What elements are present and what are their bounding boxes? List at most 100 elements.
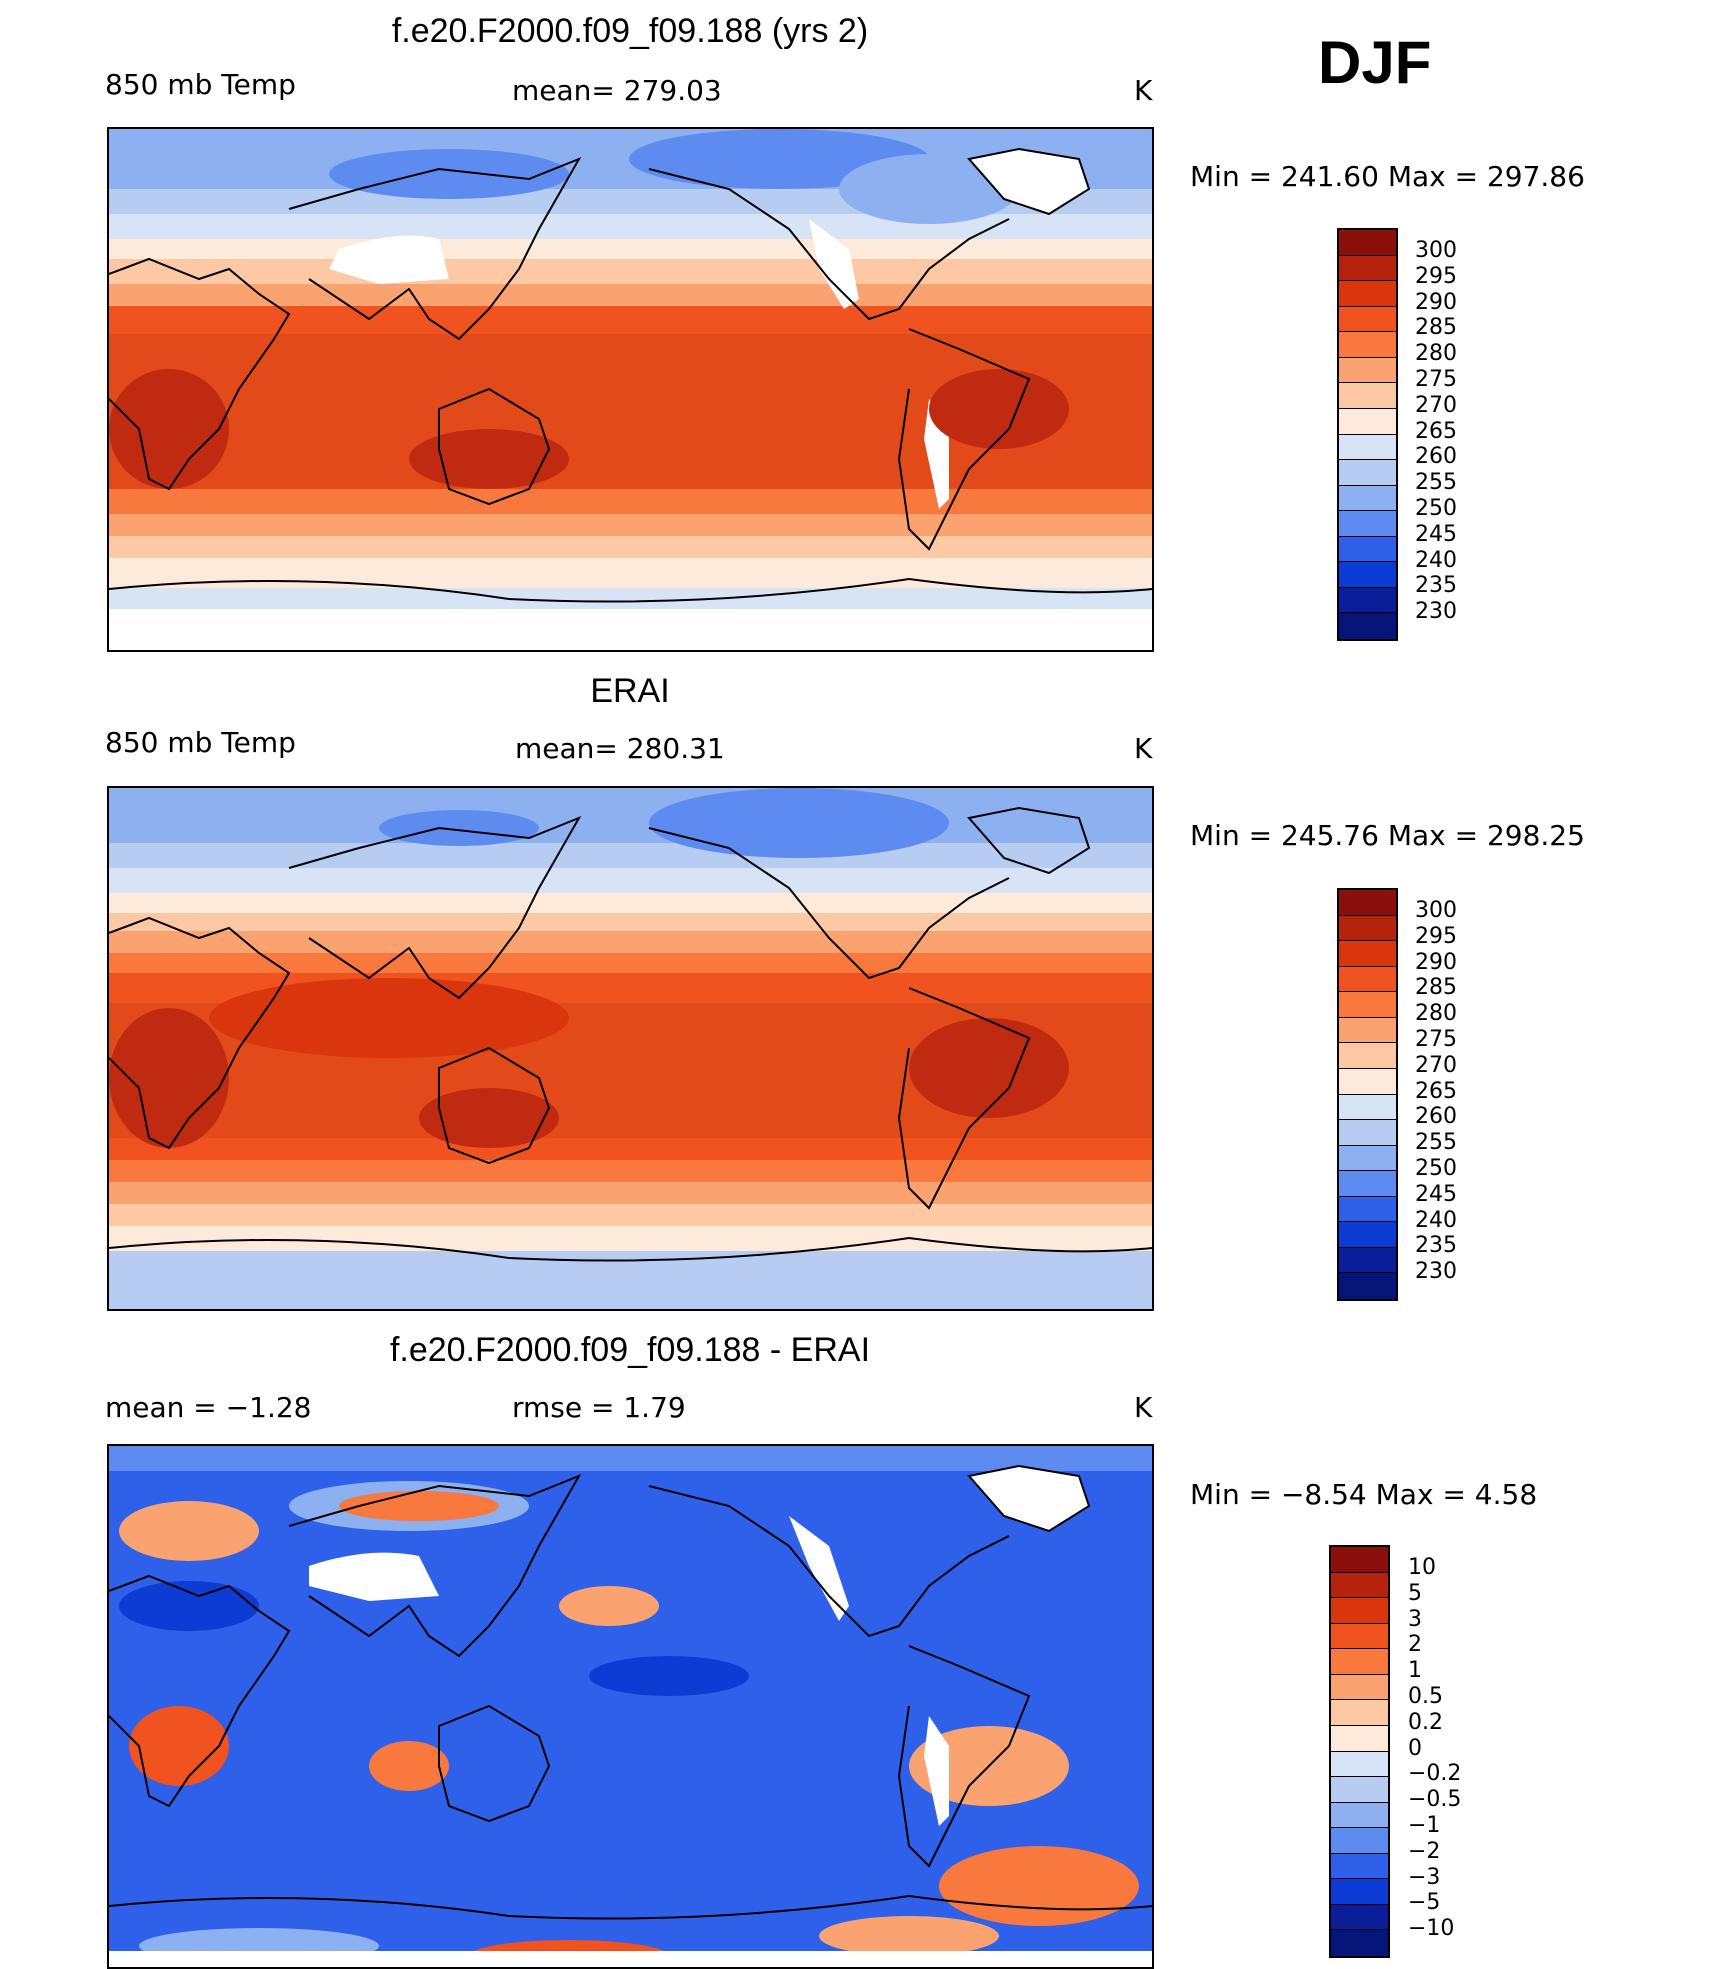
diff-cold-core-1 [119,1581,259,1631]
coast-antarctica [109,1236,1152,1262]
band-south-warm [109,1138,1152,1160]
siberia-cold-core [329,149,569,199]
coast-south-america [897,328,1031,551]
colorbar-tick-label: 230 [1415,599,1457,625]
panel-1-left-label: 850 mb Temp [105,68,296,101]
colorbar-swatch [1339,992,1396,1018]
colorbar-tick-label: 270 [1415,392,1457,418]
coast-africa-europe [109,257,291,491]
colorbar-swatch [1331,1879,1388,1905]
colorbar-swatch [1339,941,1396,967]
colorbar-swatch [1331,1853,1388,1880]
panel-1-minmax: Min = 241.60 Max = 297.86 [1190,160,1585,193]
panel-1-map [107,127,1154,652]
colorbar-tick-label: 285 [1415,315,1457,341]
colorbar-tick-label: 265 [1415,418,1457,444]
colorbar-tick-label: 290 [1415,949,1457,975]
band-south-high [109,1204,1152,1226]
colorbar-tick-label: 250 [1415,495,1457,521]
colorbar-swatch [1339,1222,1396,1248]
colorbar-tick-label: 280 [1415,341,1457,367]
colorbar-tick-label: 265 [1415,1078,1457,1104]
colorbar-swatch [1339,1043,1396,1069]
colorbar-swatch [1331,1674,1388,1701]
colorbar-swatch [1331,1598,1388,1624]
colorbar-tick-label: 255 [1415,470,1457,496]
colorbar-tick-label: 275 [1415,366,1457,392]
panel-2-center-label: mean= 280.31 [515,732,725,765]
colorbar-swatch [1339,536,1396,563]
andes-mask [924,1716,949,1826]
africa-warm-core [109,1008,229,1148]
panel-2-map-svg [109,788,1152,1309]
colorbar-swatch [1331,1802,1388,1829]
coast-north-america [648,827,1010,980]
colorbar-tick-label: −5 [1408,1890,1441,1916]
diff-europe-warm [119,1501,259,1561]
coast-asia [288,816,582,1000]
panel-1-units: K [1134,74,1153,107]
colorbar-tick-label: 260 [1415,444,1457,470]
coast-south-america [897,1645,1031,1868]
africa-warm-core [109,369,229,489]
warm-pool [209,978,569,1058]
colorbar-swatch [1339,281,1396,307]
panel-2-title: ERAI [590,672,670,710]
arctic-cold-core [649,788,949,858]
colorbar-swatch [1339,966,1396,993]
colorbar-swatch [1339,511,1396,537]
colorbar-tick-label: 235 [1415,1233,1457,1259]
coast-australia [438,1046,551,1165]
colorbar-swatch [1339,587,1396,614]
colorbar-swatch [1331,1930,1388,1956]
coast-antarctica [109,1894,1152,1920]
coast-australia [438,387,551,506]
diff-pacific-warm [559,1586,659,1626]
diff-indian-ocean-warm [369,1741,449,1791]
colorbar-swatch [1339,1094,1396,1121]
colorbar-tick-label: 2 [1408,1632,1422,1658]
band-south-cool [109,536,1152,558]
diff-africa-warm [129,1706,229,1786]
coast-australia [438,1704,551,1823]
rockies-mask [809,219,859,309]
colorbar-swatch [1331,1649,1388,1675]
colorbar-swatch [1339,230,1396,256]
band-mid-lat [109,893,1152,913]
band-arctic [109,788,1152,843]
colorbar-tick-label: 1 [1408,1658,1422,1684]
colorbar-swatch [1339,1196,1396,1223]
south-america-warm-core [909,1018,1069,1118]
colorbar-swatch [1339,1120,1396,1146]
panel-1-map-svg [109,129,1152,650]
colorbar-tick-label: 255 [1415,1130,1457,1156]
diff-cold-core-2 [589,1656,749,1696]
colorbar-tick-label: 260 [1415,1104,1457,1130]
diff-eurasia-warm [339,1491,499,1521]
panel-2-map [107,786,1154,1311]
band-south-cool [109,1182,1152,1204]
coast-asia [288,1474,582,1658]
colorbar-swatch [1339,1145,1396,1172]
colorbar-tick-label: 270 [1415,1052,1457,1078]
siberia-cold-core [379,810,539,846]
colorbar-swatch [1331,1751,1388,1778]
tibet-mask [309,1552,439,1601]
colorbar-tick-label: −3 [1408,1864,1441,1890]
colorbar-swatch [1331,1904,1388,1931]
coast-north-america [648,168,1010,321]
coast-asia [288,157,582,341]
colorbar-tick-label: 245 [1415,1181,1457,1207]
antarctica-mask [109,1951,1152,1967]
band-south-mid [109,1160,1152,1182]
colorbar-tick-label: 290 [1415,289,1457,315]
colorbar-tick-label: −2 [1408,1838,1441,1864]
coastlines [109,157,1152,603]
rockies-mask [789,1516,849,1621]
colorbar-swatch [1339,890,1396,916]
colorbar-swatch [1339,408,1396,435]
canada-cold-region [839,154,1019,224]
colorbar-swatch [1339,1273,1396,1299]
colorbar-tick-label: 0 [1408,1735,1422,1761]
panel-3-colorbar-ticks: 10 5 3 2 1 0.5 0.2 0 −0.2 −0.5 −1 −2 −3 −5 −10 [1408,1555,1508,1942]
